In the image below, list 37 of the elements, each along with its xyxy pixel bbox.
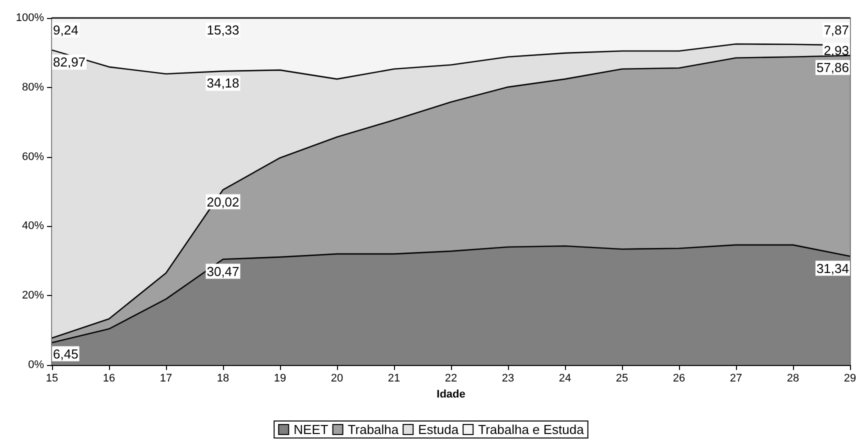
- data-label: 6,45: [53, 346, 78, 362]
- data-label: 7,87: [824, 22, 849, 38]
- y-tick-label: 40%: [22, 220, 44, 232]
- x-tick-label: 18: [216, 372, 230, 384]
- data-label: 30,47: [206, 264, 240, 279]
- legend-label: Estuda: [418, 422, 460, 437]
- x-tick-label: 17: [160, 372, 172, 384]
- x-tick-label: 21: [388, 372, 400, 384]
- y-tick-label: 80%: [22, 81, 44, 94]
- data-label: 20,02: [206, 194, 240, 210]
- legend-label: NEET: [294, 422, 328, 437]
- x-tick-label: 29: [844, 372, 856, 384]
- x-tick-label: 26: [672, 372, 686, 384]
- legend-label: Trabalha: [348, 422, 400, 437]
- x-tick-label: 20: [330, 372, 344, 384]
- data-label: 34,18: [206, 76, 240, 91]
- x-tick-label: 19: [274, 372, 286, 384]
- x-tick-label: 23: [502, 372, 514, 384]
- x-tick-label: 24: [558, 372, 572, 384]
- y-tick-label: 20%: [22, 290, 44, 302]
- y-tick-label: 100%: [16, 12, 44, 24]
- data-label: 31,34: [816, 260, 849, 276]
- data-label: 15,33: [206, 22, 240, 38]
- y-tick-label: 60%: [22, 150, 44, 163]
- x-tick-label: 15: [46, 372, 58, 384]
- legend-label: Trabalha e Estuda: [478, 422, 585, 437]
- x-tick-label: 28: [786, 372, 800, 384]
- x-tick-label: 25: [616, 372, 628, 384]
- x-axis-title: Idade: [436, 388, 466, 400]
- y-tick-label: 0%: [28, 359, 44, 371]
- data-label: 57,86: [816, 60, 849, 75]
- x-tick-label: 27: [730, 372, 742, 384]
- x-tick-label: 16: [102, 372, 116, 384]
- data-label: 82,97: [53, 54, 86, 70]
- data-label: 9,24: [53, 22, 78, 38]
- x-tick-label: 22: [444, 372, 458, 384]
- data-label: 2,93: [824, 42, 849, 58]
